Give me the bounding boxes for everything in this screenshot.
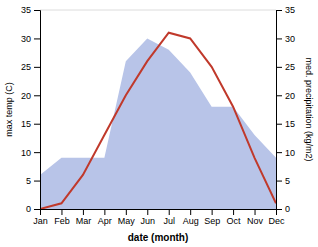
tick-mark — [233, 209, 234, 215]
tick: Dec — [268, 209, 285, 226]
axis-line — [41, 210, 277, 216]
tick-label: Apr — [98, 216, 112, 226]
tick-mark — [276, 95, 282, 96]
tick: Jun — [141, 209, 156, 226]
tick-mark — [34, 181, 40, 182]
tick: Mar — [76, 209, 92, 226]
tick-mark — [83, 209, 84, 215]
tick: 25 — [21, 62, 40, 72]
tick: Sep — [204, 209, 220, 226]
tick: 5 — [26, 176, 40, 186]
tick-mark — [34, 152, 40, 153]
tick: Oct — [227, 209, 242, 226]
tick: 0 — [276, 204, 290, 214]
tick: 15 — [21, 119, 40, 129]
y2-axis: 0 5 10 15 20 25 30 35 — [276, 5, 295, 214]
tick-label: Jun — [141, 216, 156, 226]
tick-label: 5 — [26, 176, 31, 186]
tick: 0 — [26, 204, 40, 214]
tick-mark — [276, 10, 282, 11]
y-axis: 0 5 10 15 20 25 30 35 — [21, 5, 41, 214]
tick-mark — [276, 38, 282, 39]
tick-mark — [61, 209, 62, 215]
tick-mark — [34, 95, 40, 96]
tick-label: 20 — [285, 91, 295, 101]
tick: 20 — [276, 91, 295, 101]
tick-label: Oct — [227, 216, 242, 226]
tick-label: 25 — [21, 62, 31, 72]
tick: 15 — [276, 119, 295, 129]
tick: 35 — [21, 5, 40, 15]
tick-label: 30 — [285, 34, 295, 44]
tick: 10 — [21, 148, 40, 158]
tick-label: Sep — [204, 216, 220, 226]
tick: Aug — [183, 209, 199, 226]
tick-mark — [126, 209, 127, 215]
line — [40, 33, 276, 209]
tick-label: 0 — [285, 204, 290, 214]
axis-line — [34, 11, 41, 210]
x-axis-title: date (month) — [128, 232, 189, 243]
tick-mark — [34, 124, 40, 125]
tick-label: 5 — [285, 176, 290, 186]
tick: 10 — [276, 148, 295, 158]
tick-label: 10 — [285, 148, 295, 158]
tick: May — [118, 209, 136, 226]
tick-label: Jul — [163, 216, 175, 226]
tick-mark — [169, 209, 170, 215]
tick: Nov — [247, 209, 264, 226]
tick-label: May — [118, 216, 136, 226]
tick-mark — [34, 38, 40, 39]
x-axis: Jan Feb Mar Apr May Jun Jul Aug Sep Oct Nov Dec — [33, 209, 285, 226]
axis-line — [277, 11, 283, 210]
tick-mark — [276, 209, 282, 210]
tick-mark — [212, 209, 213, 215]
tick: 30 — [276, 34, 295, 44]
y-axis-title: max temp (C) — [4, 82, 14, 137]
tick-mark — [34, 67, 40, 68]
tick: Jul — [163, 209, 175, 226]
tick-mark — [276, 181, 282, 182]
tick-label: 15 — [21, 119, 31, 129]
tick: 25 — [276, 62, 295, 72]
tick-label: 35 — [21, 5, 31, 15]
tick-label: Jan — [33, 216, 48, 226]
tick-label: Aug — [183, 216, 199, 226]
tick: 5 — [276, 176, 290, 186]
tick-label: Feb — [54, 216, 70, 226]
top-border — [40, 10, 276, 11]
tick-mark — [276, 67, 282, 68]
tick: Apr — [98, 209, 112, 226]
y2-axis-title: med. precipitation (kg/m2) — [304, 57, 314, 161]
plot: JanFebMarAprMayJunJulAugSepOctNovDec0510… — [4, 5, 314, 243]
tick-label: 20 — [21, 91, 31, 101]
tick: Jan — [33, 209, 48, 226]
tick-mark — [276, 152, 282, 153]
marks — [40, 33, 276, 209]
tick-label: 10 — [21, 148, 31, 158]
tick-label: Nov — [247, 216, 264, 226]
tick-mark — [104, 209, 105, 215]
tick-mark — [190, 209, 191, 215]
tick: 20 — [21, 91, 40, 101]
tick-label: 15 — [285, 119, 295, 129]
tick-label: Mar — [76, 216, 92, 226]
tick-label: 25 — [285, 62, 295, 72]
tick-label: 30 — [21, 34, 31, 44]
chart: JanFebMarAprMayJunJulAugSepOctNovDec0510… — [0, 0, 318, 247]
tick-mark — [34, 10, 40, 11]
tick-mark — [255, 209, 256, 215]
tick-label: Dec — [268, 216, 285, 226]
tick: 35 — [276, 5, 295, 15]
tick-label: 35 — [285, 5, 295, 15]
tick-mark — [34, 209, 40, 210]
tick: 30 — [21, 34, 40, 44]
tick-mark — [276, 124, 282, 125]
tick-label: 0 — [26, 204, 31, 214]
tick: Feb — [54, 209, 70, 226]
tick-mark — [147, 209, 148, 215]
